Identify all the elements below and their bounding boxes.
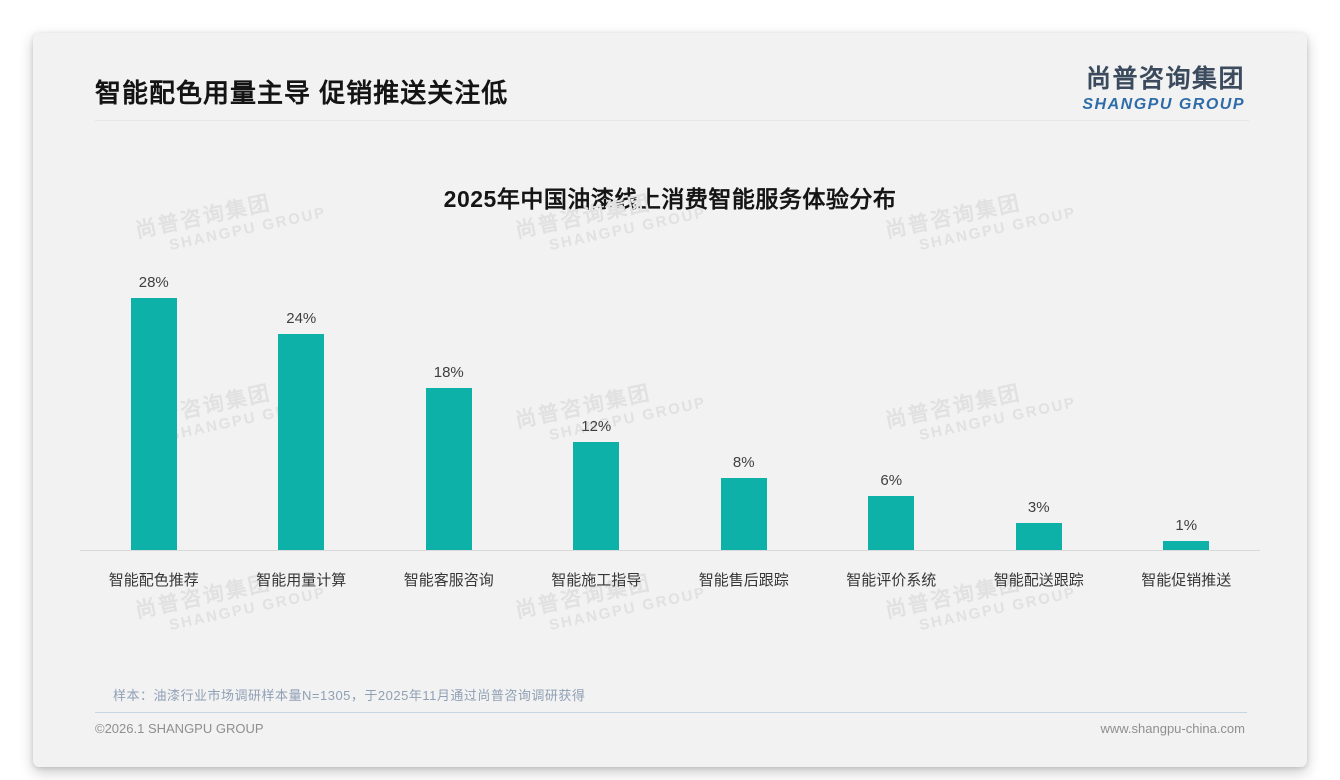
bar <box>868 496 915 550</box>
category-label: 智能施工指导 <box>551 572 642 589</box>
page-title: 智能配色用量主导 促销推送关注低 <box>95 78 509 108</box>
bar-chart-plot: 28% 24% 18% 12% 8% 6% 3% 1% <box>80 240 1260 551</box>
slide-card: 智能配色用量主导 促销推送关注低 尚普咨询集团 SHANGPU GROUP 20… <box>33 33 1307 767</box>
logo-text-en: SHANGPU GROUP <box>1082 96 1245 113</box>
bar <box>425 388 472 550</box>
bar-slot: 8% <box>670 454 818 550</box>
bar <box>278 334 325 550</box>
category-axis: 智能配色推荐 智能用量计算 智能客服咨询 智能施工指导 智能售后跟踪 智能评价系统 智能配送… <box>80 552 1260 590</box>
header-divider <box>95 120 1249 121</box>
bar-value-label: 28% <box>138 274 169 291</box>
watermark-text-en: SHANGPU GROUP <box>547 584 708 635</box>
bar-slot: 12% <box>523 418 671 550</box>
watermark-text-en: SHANGPU GROUP <box>167 584 328 635</box>
bar-value-label: 6% <box>880 472 903 489</box>
bar-value-label: 8% <box>732 454 755 471</box>
bar-slot: 24% <box>228 310 376 550</box>
category-label: 智能用量计算 <box>256 572 347 589</box>
bar-slot: 28% <box>80 274 228 550</box>
watermark-text-en: SHANGPU GROUP <box>917 584 1078 635</box>
bar-slot: 3% <box>965 499 1113 550</box>
shangpu-logo: 尚普咨询集团 SHANGPU GROUP <box>1082 59 1245 114</box>
bar-slot: 18% <box>375 364 523 550</box>
bar <box>1015 523 1062 550</box>
bar <box>720 478 767 550</box>
bar-slot: 1% <box>1113 517 1261 550</box>
bar-value-label: 18% <box>433 364 464 381</box>
category-label: 智能客服咨询 <box>403 572 494 589</box>
footer-divider <box>95 712 1247 713</box>
bar <box>130 298 177 550</box>
website-text: www.shangpu-china.com <box>1100 721 1245 736</box>
category-label: 智能配送跟踪 <box>993 572 1084 589</box>
bar-value-label: 24% <box>286 310 317 327</box>
footer: ©2026.1 SHANGPU GROUP www.shangpu-china.… <box>95 721 1245 736</box>
logo-text-cn: 尚普咨询集团 <box>1085 65 1245 93</box>
category-label: 智能促销推送 <box>1141 572 1232 589</box>
bar <box>573 442 620 550</box>
category-label: 智能评价系统 <box>846 572 937 589</box>
bar-value-label: 3% <box>1027 499 1050 516</box>
category-label: 智能售后跟踪 <box>698 572 789 589</box>
bar-slot: 6% <box>818 472 966 550</box>
bar-value-label: 1% <box>1175 517 1198 534</box>
category-label: 智能配色推荐 <box>108 572 199 589</box>
bar <box>1163 541 1210 550</box>
copyright-text: ©2026.1 SHANGPU GROUP <box>95 721 264 736</box>
sample-note: 样本：油漆行业市场调研样本量N=1305，于2025年11月通过尚普咨询调研获得 <box>113 688 586 703</box>
chart-title: 2025年中国油漆线上消费智能服务体验分布 <box>443 186 897 212</box>
bar-value-label: 12% <box>581 418 612 435</box>
